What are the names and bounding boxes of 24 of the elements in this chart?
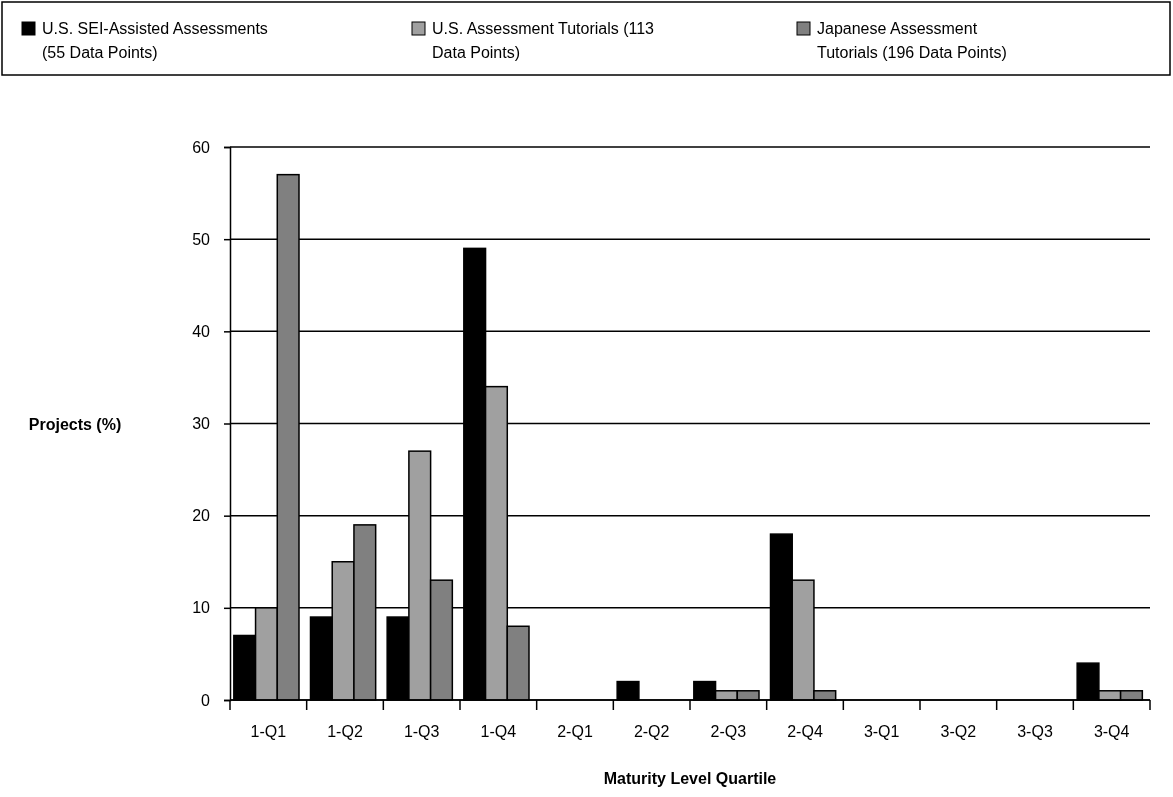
y-tick-label: 40 xyxy=(192,322,211,340)
x-tick-label: 2-Q4 xyxy=(787,723,823,740)
legend-label: U.S. SEI-Assisted Assessments (55 Data Points) xyxy=(42,20,268,61)
x-tick-label: 2-Q3 xyxy=(710,723,747,740)
x-axis-title: Maturity Level Quartile xyxy=(603,770,777,787)
x-tick-label: 3-Q4 xyxy=(1093,723,1130,740)
y-tick-label: 0 xyxy=(201,691,211,709)
y-tick-label: 50 xyxy=(192,230,211,248)
x-tick-label: 1-Q1 xyxy=(250,723,287,740)
x-tick-label: 2-Q2 xyxy=(633,723,670,740)
x-tick-label: 3-Q3 xyxy=(1017,723,1053,740)
y-tick-label: 30 xyxy=(192,415,211,433)
x-tick-label: 1-Q3 xyxy=(403,723,440,740)
y-tick-label: 20 xyxy=(192,507,211,525)
y-tick-label: 60 xyxy=(192,138,211,156)
x-tick-label: 1-Q2 xyxy=(327,723,363,740)
x-tick-label: 2-Q1 xyxy=(557,723,593,740)
y-axis-title: Projects (%) xyxy=(28,416,122,433)
x-tick-label: 3-Q1 xyxy=(863,723,900,740)
legend-label: U.S. Assessment Tutorials (113 Data Points) xyxy=(432,20,655,61)
y-tick-label: 10 xyxy=(192,599,211,617)
x-tick-label: 3-Q2 xyxy=(940,723,977,740)
legend-label: Japanese Assessment Tutorials (196 Data Points) xyxy=(817,20,1007,61)
x-tick-label: 1-Q4 xyxy=(480,723,517,740)
